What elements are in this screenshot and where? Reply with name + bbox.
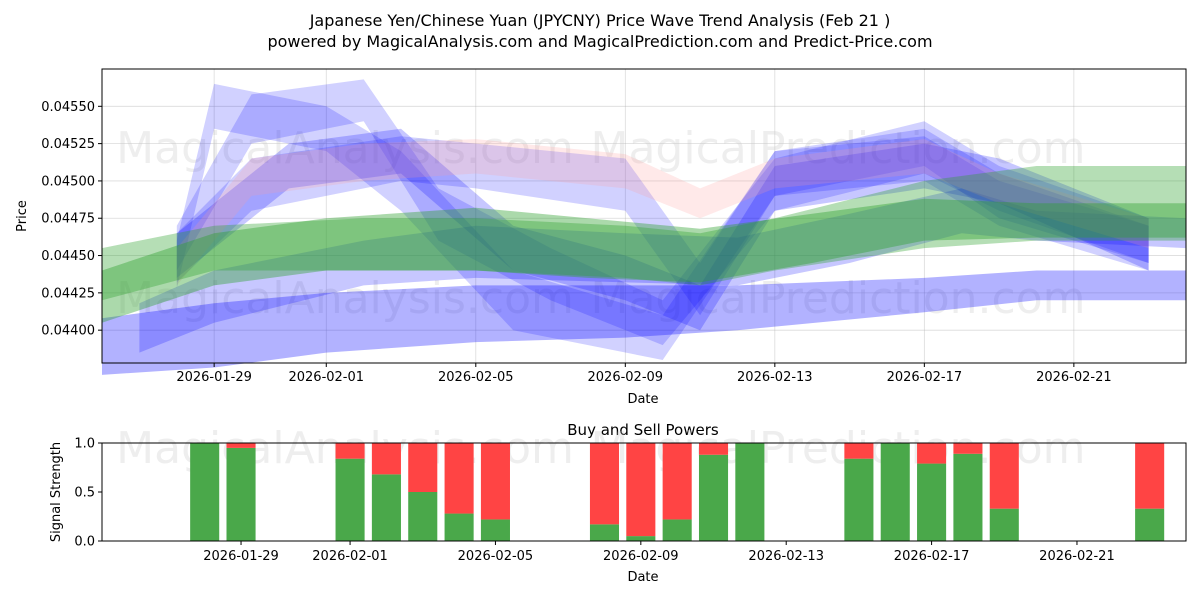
buy-sell-y-tick-label: 0.5 (74, 486, 95, 501)
buy-bar (335, 458, 365, 541)
price-y-tick-label: 0.04500 (41, 174, 95, 189)
buy-bar (480, 519, 510, 541)
buy-bar (190, 443, 220, 541)
sell-bar (589, 443, 620, 525)
buy-sell-x-axis-label: Date (627, 570, 658, 585)
buy-bar (226, 447, 256, 541)
sell-bar (844, 443, 874, 459)
buy-sell-x-tick-label: 2026-02-01 (312, 549, 388, 564)
price-x-tick-label: 2026-02-01 (288, 370, 364, 385)
band-blue-wave-5 (139, 188, 1186, 353)
buy-bar (662, 519, 692, 541)
sell-bar (917, 443, 947, 464)
band-green-wave-1 (102, 166, 1186, 301)
sell-bar (953, 443, 983, 454)
buy-sell-y-tick-label: 1.0 (74, 437, 95, 452)
band-blue-wave-6 (102, 270, 1186, 375)
buy-bar (371, 474, 401, 541)
price-y-tick-label: 0.04400 (41, 324, 95, 339)
price-axis-ticks: 2026-01-29 2026-02-01 2026-02-05 2026-02-09… (41, 100, 1111, 385)
watermark-top-right: MagicalPrediction.com (591, 123, 1086, 174)
buy-sell-x-tick-label: 2026-02-05 (458, 549, 534, 564)
buy-bar (444, 513, 474, 541)
buy-sell-y-tick-label: 0.0 (74, 535, 95, 550)
band-blue-wave-1 (176, 83, 1149, 361)
sell-bar (662, 443, 692, 520)
buy-sell-x-tick-label: 2026-02-13 (748, 549, 824, 564)
price-grid (102, 69, 1186, 363)
buy-sell-panel: Buy and Sell Powers MagicalAnalysis.com … (49, 421, 1187, 585)
buy-sell-x-tick-label: 2026-02-09 (603, 549, 679, 564)
figure-subtitle: powered by MagicalAnalysis.com and Magic… (267, 32, 932, 51)
buy-bar (880, 443, 910, 541)
price-y-tick-label: 0.04550 (41, 100, 95, 115)
price-y-tick-label: 0.04425 (41, 286, 95, 301)
buy-sell-x-tick-label: 2026-02-21 (1039, 549, 1115, 564)
buy-bar (917, 463, 947, 541)
buy-sell-axis-ticks: 2026-01-29 2026-02-01 2026-02-05 2026-02-09… (74, 437, 1114, 565)
sell-bar (444, 443, 474, 514)
price-plot-frame (101, 68, 1187, 364)
buy-bar (844, 458, 874, 541)
sell-bar (408, 443, 438, 492)
band-blue-wave-3 (176, 128, 1149, 316)
buy-bar (953, 453, 983, 541)
sell-bar (226, 443, 256, 448)
price-y-axis-label: Price (15, 200, 30, 232)
figure-title: Japanese Yen/Chinese Yuan (JPYCNY) Price… (309, 11, 891, 30)
band-blue-wave-4 (176, 128, 1149, 331)
buy-sell-y-axis-label: Signal Strength (49, 442, 64, 542)
buy-sell-x-tick-label: 2026-02-17 (894, 549, 970, 564)
sell-bar (335, 443, 365, 459)
price-x-tick-label: 2026-01-29 (176, 370, 252, 385)
sell-bar (480, 443, 510, 520)
buy-sell-bars (190, 443, 1165, 541)
price-y-tick-label: 0.04450 (41, 249, 95, 264)
band-blue-wave-2 (176, 79, 1149, 346)
buy-bar (1135, 508, 1165, 541)
watermark-mid-left: MagicalAnalysis.com (116, 273, 574, 324)
buy-bar (589, 524, 620, 541)
price-x-tick-label: 2026-02-17 (887, 370, 963, 385)
sell-bar (989, 443, 1019, 509)
watermark-mid-right: MagicalPrediction.com (591, 273, 1086, 324)
price-x-tick-label: 2026-02-09 (588, 370, 664, 385)
price-y-tick-label: 0.04475 (41, 212, 95, 227)
buy-sell-title: Buy and Sell Powers (567, 421, 719, 439)
buy-bar (408, 492, 438, 541)
price-x-tick-label: 2026-02-13 (737, 370, 813, 385)
price-plot-background (102, 69, 1186, 363)
buy-sell-x-tick-label: 2026-01-29 (203, 549, 279, 564)
watermark-top-left: MagicalAnalysis.com (116, 123, 574, 174)
price-wave-panel: MagicalAnalysis.com MagicalPrediction.co… (15, 68, 1187, 407)
price-y-tick-label: 0.04525 (41, 137, 95, 152)
sell-bar (1135, 443, 1165, 509)
buy-bar (626, 536, 656, 541)
sell-bar (698, 443, 729, 455)
price-x-tick-label: 2026-02-05 (438, 370, 514, 385)
buy-bar (698, 454, 729, 541)
buy-bar (735, 443, 765, 541)
sell-bar (371, 443, 401, 475)
band-red-wave-1 (176, 139, 1149, 286)
buy-bar (989, 508, 1019, 541)
band-green-wave-2 (102, 198, 1186, 323)
price-x-axis-label: Date (627, 392, 658, 407)
sell-bar (626, 443, 656, 537)
price-x-tick-label: 2026-02-21 (1036, 370, 1112, 385)
price-wave-bands (102, 79, 1186, 375)
